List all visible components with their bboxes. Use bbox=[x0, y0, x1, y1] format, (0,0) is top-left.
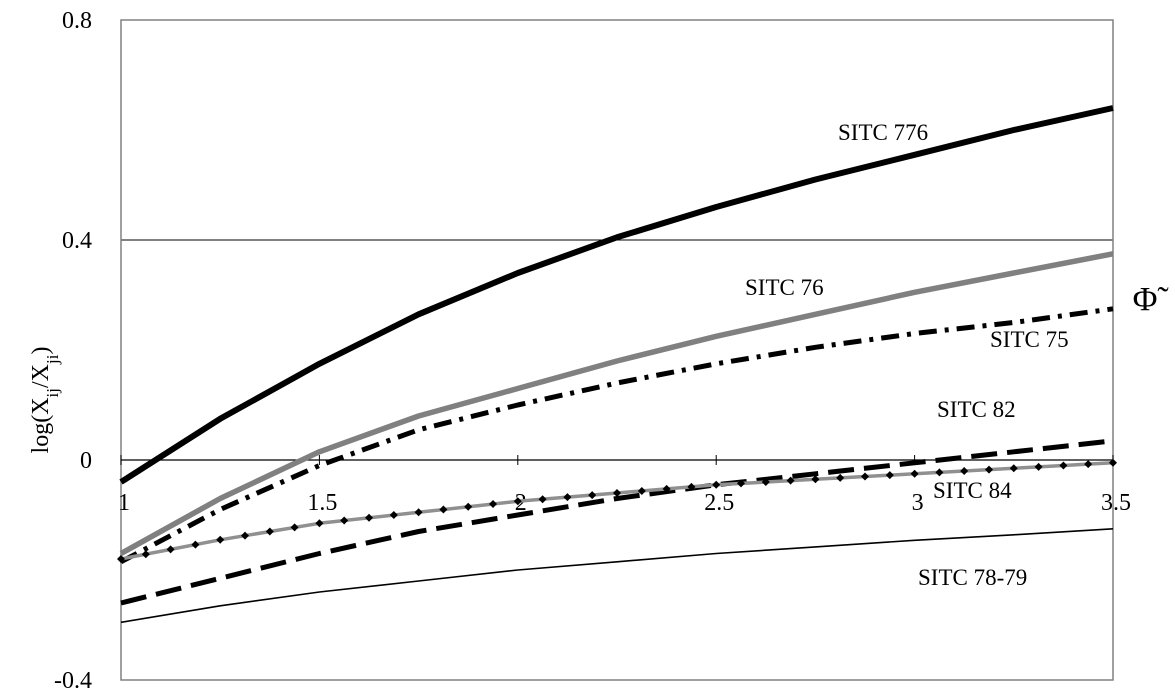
data-point-marker bbox=[985, 465, 993, 474]
y-tick-label: 0 bbox=[80, 448, 92, 474]
data-point-marker bbox=[117, 555, 125, 563]
data-point-marker bbox=[811, 475, 820, 484]
data-point-marker bbox=[389, 511, 398, 519]
data-point-marker bbox=[241, 531, 249, 540]
data-point-marker bbox=[216, 535, 225, 544]
data-point-marker bbox=[737, 479, 745, 488]
data-point-marker bbox=[489, 500, 497, 508]
data-point-marker bbox=[786, 476, 795, 485]
data-point-marker bbox=[340, 516, 349, 525]
data-point-marker bbox=[439, 505, 448, 514]
data-point-marker bbox=[935, 468, 944, 477]
data-point-marker bbox=[861, 472, 869, 481]
data-point-marker bbox=[761, 478, 770, 486]
data-point-marker bbox=[613, 489, 621, 497]
series-label: SITC 78-79 bbox=[918, 565, 1027, 590]
data-point-marker bbox=[885, 471, 894, 480]
x-axis-ticks: 1 1.5 2 2.5 3 3.5 bbox=[118, 455, 1131, 516]
series-label: SITC 84 bbox=[933, 478, 1012, 503]
y-tick-label: 0.4 bbox=[62, 228, 92, 254]
data-point-marker bbox=[637, 486, 646, 495]
data-point-marker bbox=[712, 480, 721, 489]
x-tick-label: 2 bbox=[515, 490, 527, 516]
data-point-marker bbox=[1059, 461, 1068, 470]
data-point-marker bbox=[290, 523, 299, 532]
series-line-sitc-78-79 bbox=[120, 528, 1114, 624]
y-tick-label: -0.4 bbox=[54, 668, 92, 694]
data-point-marker bbox=[836, 473, 845, 482]
y-axis-label: log(Xij/Xji) bbox=[28, 347, 62, 454]
data-point-marker bbox=[464, 502, 473, 511]
series-labels: SITC 776 SITC 76 SITC 75 SITC 82 SITC 84 SITC… bbox=[745, 120, 1069, 590]
series-label: SITC 76 bbox=[745, 275, 824, 300]
data-point-marker bbox=[414, 508, 423, 517]
data-point-marker bbox=[141, 550, 150, 559]
x-tick-label: 3 bbox=[912, 490, 924, 516]
series-label: SITC 75 bbox=[990, 327, 1069, 352]
series-line-sitc-82 bbox=[120, 438, 1114, 606]
data-point-marker bbox=[960, 467, 969, 475]
data-point-marker bbox=[166, 545, 175, 554]
data-point-marker bbox=[563, 493, 572, 502]
series-layer bbox=[117, 105, 1117, 624]
data-point-marker bbox=[315, 519, 324, 528]
series-label: SITC 776 bbox=[838, 120, 928, 145]
series-line-sitc-76 bbox=[119, 251, 1114, 556]
data-point-marker bbox=[513, 497, 522, 506]
x-axis-label: Φ̃ bbox=[1133, 281, 1170, 318]
data-point-marker bbox=[687, 482, 696, 491]
plot-area-frame bbox=[120, 19, 1114, 681]
x-tick-label: 1 bbox=[118, 490, 130, 516]
data-point-marker bbox=[265, 527, 274, 536]
x-tick-label: 3.5 bbox=[1101, 490, 1131, 516]
data-point-marker bbox=[910, 469, 919, 478]
data-point-marker bbox=[1084, 460, 1093, 469]
y-tick-label: 0.8 bbox=[62, 8, 92, 34]
series-label: SITC 82 bbox=[937, 397, 1016, 422]
series-line-sitc-75 bbox=[119, 306, 1114, 565]
data-point-marker bbox=[588, 491, 597, 500]
data-point-marker bbox=[1009, 464, 1018, 473]
x-tick-label: 2.5 bbox=[704, 490, 734, 516]
x-tick-label: 1.5 bbox=[307, 490, 337, 516]
data-point-marker bbox=[1109, 458, 1117, 467]
y-axis-ticks: 0.8 0.4 0 -0.4 bbox=[54, 8, 92, 694]
data-point-marker bbox=[191, 540, 200, 549]
data-point-marker bbox=[365, 513, 373, 522]
series-line-sitc-776 bbox=[119, 105, 1114, 485]
data-point-marker bbox=[1034, 462, 1043, 471]
data-point-marker bbox=[538, 495, 547, 504]
data-point-marker bbox=[662, 484, 671, 493]
